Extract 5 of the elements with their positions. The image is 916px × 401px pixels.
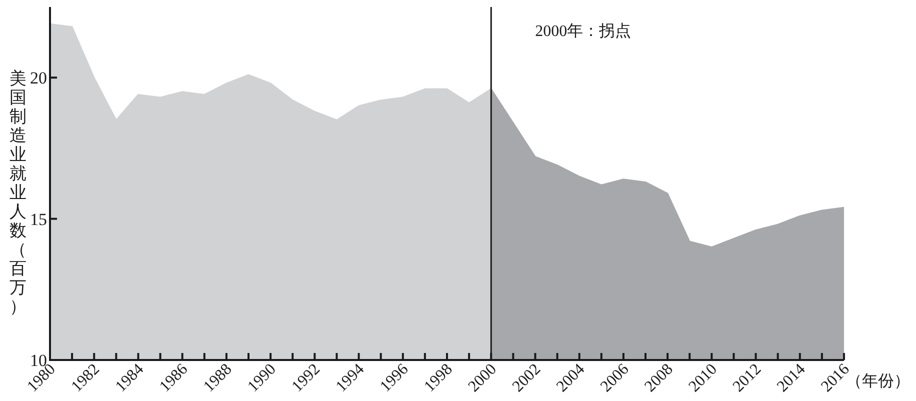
- y-tick-label: 15: [30, 210, 47, 229]
- ylabel: 美国制造业就业人数（百万）: [10, 69, 26, 316]
- x-axis-title: （年份）: [846, 373, 910, 390]
- ref-line-label: 2000年：拐点: [535, 22, 632, 40]
- y-tick-label: 20: [30, 68, 47, 88]
